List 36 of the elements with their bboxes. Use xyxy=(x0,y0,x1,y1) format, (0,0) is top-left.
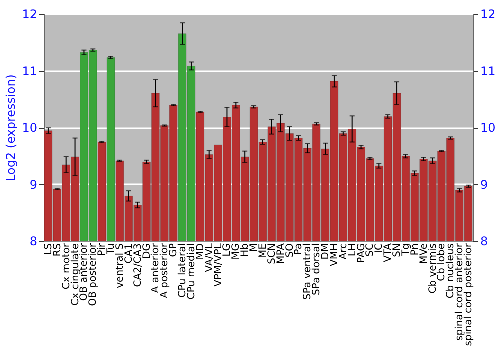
y2-tick-label: 11 xyxy=(480,64,496,78)
x-tick-label: MVe xyxy=(418,244,430,264)
x-tick-label: CPu medial xyxy=(186,244,198,300)
x-tick-label: Arc xyxy=(338,244,350,260)
x-tick-label: ventral S xyxy=(114,244,126,288)
x-tick-label: Pn xyxy=(410,244,421,256)
x-tick-label: VMH xyxy=(329,244,340,266)
x-tick-label: CA1 xyxy=(124,244,135,264)
x-tick-label: MPA xyxy=(276,243,287,264)
y2-tick-label: 12 xyxy=(480,8,496,22)
y-tick-label: 10 xyxy=(22,121,38,135)
x-tick-label: A posterior xyxy=(160,242,171,298)
y-tick-label: 11 xyxy=(22,64,38,78)
x-tick-label: RS xyxy=(52,244,64,257)
x-tick-label: LS xyxy=(43,244,54,256)
x-tick-label: Pa xyxy=(294,244,305,256)
y-tick-label: 8 xyxy=(30,234,38,248)
x-tick-label: CA2/CA3 xyxy=(132,244,144,288)
x-tick-label: LH xyxy=(347,244,358,257)
x-tick-label: Cb lobe xyxy=(436,244,448,282)
x-tick-label: OB posterior xyxy=(88,242,100,306)
x-tick-label: MD xyxy=(195,243,206,260)
y-tick-label: 9 xyxy=(30,178,38,192)
x-tick-label: DG xyxy=(142,244,153,259)
y2-tick-label: 9 xyxy=(480,178,488,192)
x-tick-label: ME xyxy=(258,244,269,258)
x-tick-label: Tg xyxy=(400,244,412,257)
y2-tick-label: 10 xyxy=(480,121,496,135)
x-tick-label: SO xyxy=(284,243,296,258)
x-tick-label: GP xyxy=(168,244,180,258)
y2-tick-label: 8 xyxy=(480,234,488,248)
y-axis-title: Log2 (expression) xyxy=(4,74,18,182)
x-tick-label: VA/VL xyxy=(204,243,216,272)
x-tick-label: spinal cord posterior xyxy=(464,242,475,346)
x-tick-label: SCN xyxy=(266,244,278,264)
y-tick-label: 12 xyxy=(22,8,38,22)
